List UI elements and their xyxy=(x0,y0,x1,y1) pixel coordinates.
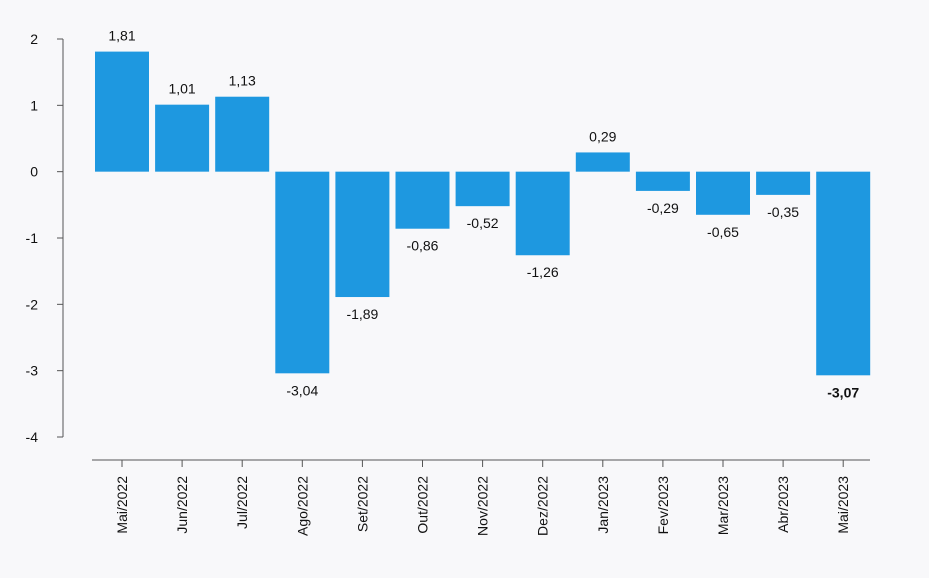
x-tick-label: Jan/2023 xyxy=(595,476,611,534)
y-tick-label: 2 xyxy=(30,31,38,47)
bar xyxy=(635,171,690,191)
x-tick-label: Jul/2022 xyxy=(234,476,250,529)
y-tick-label: 0 xyxy=(30,164,38,180)
x-tick-label: Mai/2023 xyxy=(835,476,851,534)
bar xyxy=(455,171,510,207)
bar xyxy=(335,171,390,298)
x-tick-label: Set/2022 xyxy=(354,476,370,532)
bar xyxy=(575,152,630,172)
bar xyxy=(756,171,811,195)
data-label: -0,86 xyxy=(407,238,439,254)
data-label: -3,04 xyxy=(286,382,318,398)
x-tick-label: Ago/2022 xyxy=(294,476,310,536)
bar xyxy=(395,171,450,229)
bars-group xyxy=(95,51,871,376)
bar xyxy=(215,96,270,172)
y-tick-label: -4 xyxy=(26,429,39,445)
data-label: 1,81 xyxy=(108,28,135,44)
data-label: -0,65 xyxy=(707,224,739,240)
x-tick-label: Mar/2023 xyxy=(715,476,731,535)
y-tick-label: 1 xyxy=(30,97,38,113)
bar xyxy=(515,171,570,256)
x-tick-label: Abr/2023 xyxy=(775,476,791,533)
x-axis: Mai/2022 Jun/2022 Jul/2022 Ago/2022 Set/2022… xyxy=(92,459,870,536)
x-tick-label: Dez/2022 xyxy=(535,476,551,536)
data-label: -0,29 xyxy=(647,200,679,216)
data-label: -1,26 xyxy=(527,264,559,280)
x-tick-label: Nov/2022 xyxy=(475,476,491,536)
x-tick-label: Mai/2022 xyxy=(114,476,130,534)
x-tick-label: Out/2022 xyxy=(415,476,431,534)
y-tick-label: -1 xyxy=(26,230,39,246)
data-label: -3,07 xyxy=(827,384,859,400)
data-label: 0,29 xyxy=(589,128,616,144)
data-label: 1,13 xyxy=(229,73,256,89)
bar xyxy=(95,51,149,172)
y-tick-label: -2 xyxy=(26,296,39,312)
bar xyxy=(816,171,871,376)
bar xyxy=(155,104,210,172)
y-tick-label: -3 xyxy=(26,363,39,379)
data-label: -0,35 xyxy=(767,204,799,220)
bar xyxy=(275,171,330,374)
y-axis: 2 1 0 -1 -2 -3 -4 xyxy=(26,31,64,445)
x-tick-label: Jun/2022 xyxy=(174,476,190,534)
data-label: 1,01 xyxy=(168,81,195,97)
x-tick-label: Fev/2023 xyxy=(655,476,671,535)
data-label: -1,89 xyxy=(346,306,378,322)
data-label: -0,52 xyxy=(467,215,499,231)
bar xyxy=(696,171,750,215)
data-labels-group: 1,81 1,01 1,13 -3,04 -1,89 -0,86 -0,52 -1,26 0,2… xyxy=(108,28,859,401)
